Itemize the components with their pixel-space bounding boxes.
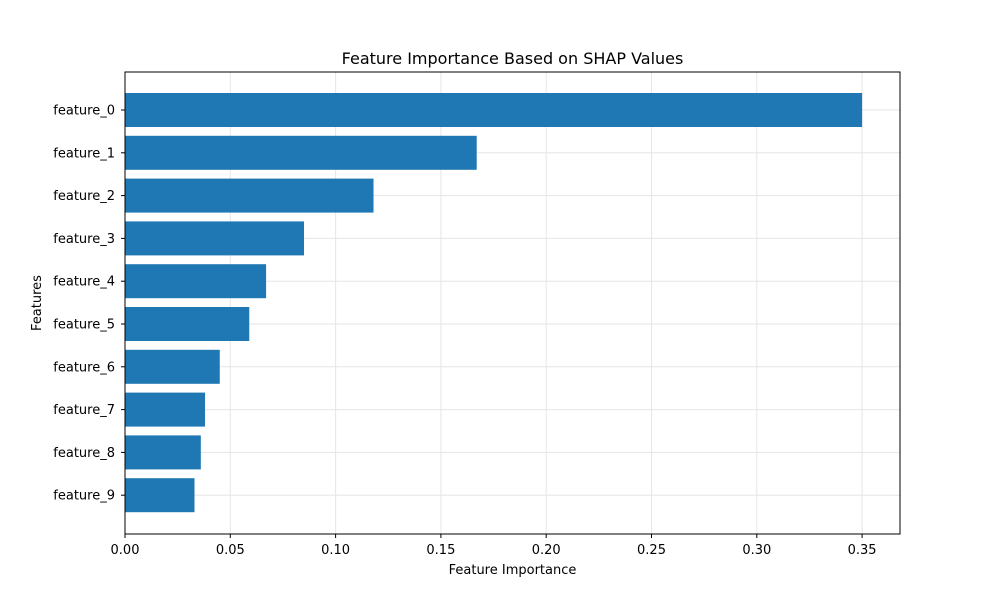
x-tick-label: 0.10 [321, 543, 350, 558]
bar-feature_6 [125, 349, 220, 384]
x-tick-label: 0.25 [637, 543, 666, 558]
bar-feature_3 [125, 221, 305, 256]
x-axis: 0.00 0.05 0.10 0.15 0.20 0.25 0.30 0.35 [111, 534, 877, 558]
bar-feature_1 [125, 135, 477, 170]
y-tick-label: feature_2 [53, 189, 115, 204]
y-tick-label: feature_3 [53, 232, 115, 247]
y-tick-label: feature_7 [53, 403, 115, 418]
bar-feature_2 [125, 178, 374, 213]
y-axis: feature_0 feature_1 feature_2 feature_3feat… [53, 104, 125, 504]
bar-feature_4 [125, 264, 267, 299]
y-tick-label: feature_4 [53, 275, 115, 290]
x-tick-label: 0.05 [216, 543, 245, 558]
plot-frame [124, 71, 901, 535]
x-tick-label: 0.30 [742, 543, 771, 558]
y-tick-label: feature_8 [53, 446, 115, 461]
bar-feature_8 [125, 435, 201, 470]
y-tick-label: feature_9 [53, 489, 115, 504]
y-tick-label: feature_0 [53, 104, 115, 119]
y-axis-label: Features [30, 275, 45, 331]
x-tick-label: 0.15 [426, 543, 455, 558]
bar-feature_5 [125, 307, 250, 341]
bars [125, 93, 863, 513]
x-tick-label: 0.00 [111, 543, 140, 558]
bar-feature_7 [125, 392, 206, 427]
x-tick-label: 0.35 [848, 543, 877, 558]
y-tick-label: feature_6 [53, 360, 115, 375]
x-axis-label: Feature Importance [449, 563, 577, 578]
bar-feature_0 [125, 93, 863, 127]
y-tick-label: feature_1 [53, 146, 115, 161]
x-tick-label: 0.20 [532, 543, 561, 558]
bar-feature_9 [125, 478, 195, 513]
y-tick-label: feature_5 [53, 318, 115, 333]
chart-title: Feature Importance Based on SHAP Values [342, 49, 684, 68]
